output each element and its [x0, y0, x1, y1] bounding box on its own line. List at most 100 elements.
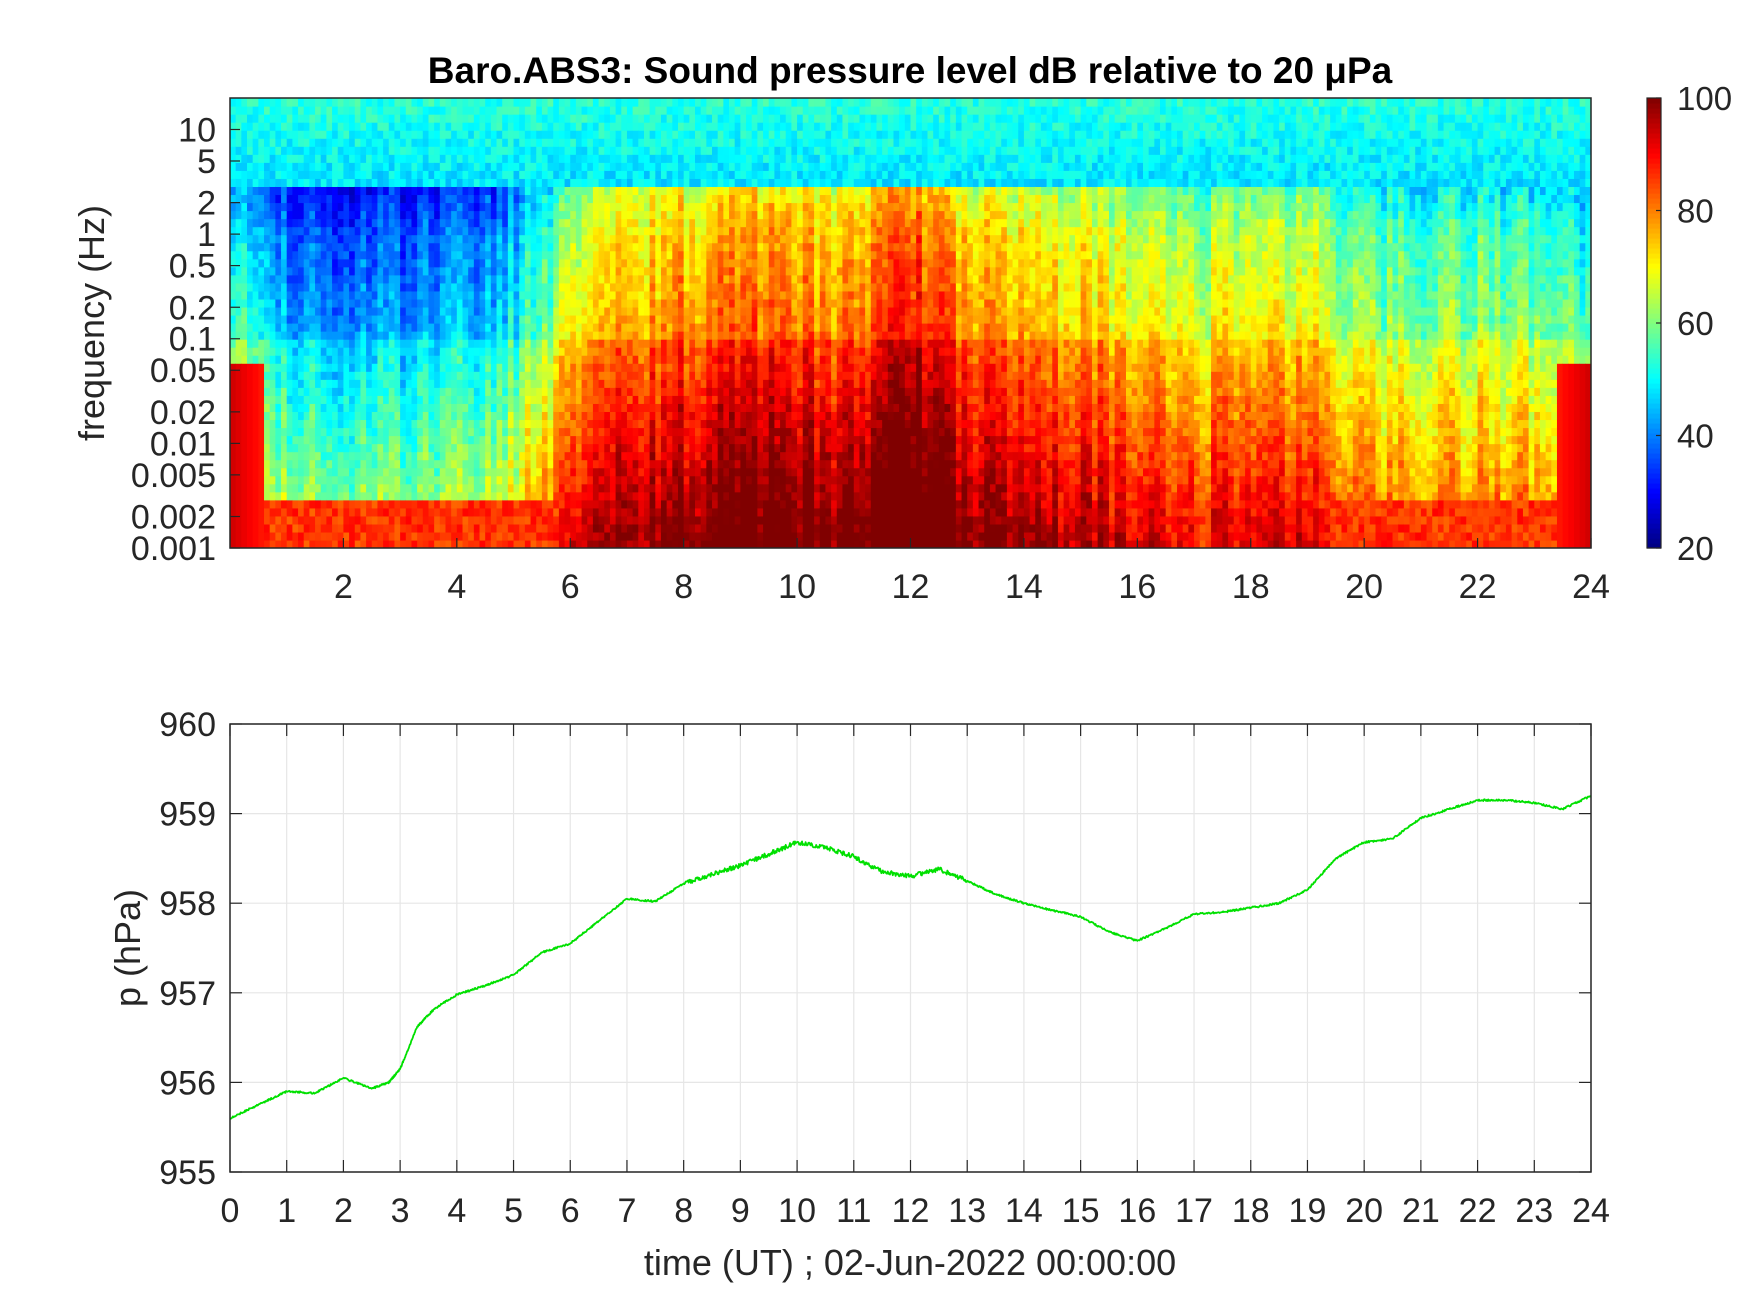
heatmap-cell: [422, 170, 430, 179]
heatmap-cell: [479, 186, 486, 196]
heatmap-cell: [587, 339, 594, 348]
heatmap-cell: [717, 499, 724, 509]
heatmap-cell: [411, 314, 418, 324]
heatmap-cell: [536, 298, 543, 308]
heatmap-cell: [553, 347, 560, 356]
heatmap-cell: [490, 435, 498, 445]
heatmap-cell: [626, 218, 634, 228]
heatmap-cell: [649, 387, 656, 396]
heatmap-cell: [337, 298, 345, 308]
heatmap-cell: [598, 539, 605, 548]
heatmap-cell: [434, 210, 441, 220]
heatmap-cell: [547, 122, 554, 131]
heatmap-cell: [422, 226, 430, 236]
heatmap-cell: [292, 226, 299, 236]
heatmap-cell: [683, 347, 690, 356]
heatmap-cell: [683, 355, 690, 364]
heatmap-cell: [468, 106, 475, 115]
heatmap-cell: [383, 403, 390, 412]
heatmap-cell: [615, 443, 622, 453]
heatmap-cell: [264, 226, 271, 236]
heatmap-cell: [247, 98, 254, 107]
heatmap-cell: [241, 258, 248, 268]
heatmap-cell: [581, 186, 588, 196]
heatmap-cell: [706, 106, 713, 115]
heatmap-cell: [729, 491, 736, 501]
heatmap-cell: [247, 290, 254, 300]
heatmap-cell: [609, 523, 617, 533]
heatmap-cell: [269, 298, 276, 308]
heatmap-cell: [230, 523, 237, 533]
heatmap-cell: [592, 298, 600, 308]
heatmap-cell: [558, 379, 566, 388]
heatmap-cell: [428, 178, 435, 187]
heatmap-cell: [604, 467, 611, 477]
heatmap-cell: [400, 435, 407, 445]
heatmap-cell: [666, 218, 673, 228]
heatmap-cell: [337, 266, 345, 276]
heatmap-cell: [286, 347, 293, 356]
heatmap-cell: [315, 298, 322, 308]
heatmap-cell: [530, 499, 537, 509]
heatmap-cell: [655, 467, 662, 477]
heatmap-cell: [230, 419, 237, 429]
heatmap-cell: [598, 323, 605, 332]
heatmap-cell: [235, 226, 242, 236]
heatmap-cell: [371, 274, 379, 284]
heatmap-cell: [349, 218, 356, 228]
heatmap-cell: [377, 387, 384, 396]
heatmap-cell: [660, 314, 668, 324]
heatmap-cell: [530, 234, 537, 244]
heatmap-cell: [649, 202, 656, 212]
heatmap-cell: [462, 194, 469, 204]
heatmap-cell: [434, 459, 441, 469]
heatmap-cell: [695, 106, 702, 115]
heatmap-cell: [587, 515, 594, 525]
heatmap-cell: [678, 250, 685, 260]
heatmap-cell: [258, 339, 265, 348]
heatmap-cell: [485, 331, 492, 340]
heatmap-cell: [332, 483, 339, 493]
heatmap-cell: [672, 371, 679, 380]
heatmap-cell: [638, 387, 645, 396]
heatmap-cell: [451, 355, 458, 364]
heatmap-cell: [632, 202, 639, 212]
heatmap-cell: [422, 491, 430, 501]
heatmap-cell: [695, 419, 702, 429]
heatmap-cell: [581, 427, 588, 437]
heatmap-cell: [496, 274, 503, 284]
heatmap-cell: [275, 435, 282, 445]
heatmap-cell: [343, 170, 350, 179]
heatmap-cell: [241, 347, 248, 356]
heatmap-cell: [575, 114, 583, 123]
heatmap-cell: [513, 459, 520, 469]
heatmap-cell: [468, 242, 475, 252]
heatmap-cell: [683, 411, 690, 421]
heatmap-cell: [332, 363, 339, 372]
heatmap-cell: [366, 258, 373, 268]
heatmap-cell: [366, 459, 373, 469]
heatmap-cell: [485, 523, 492, 533]
heatmap-cell: [326, 435, 333, 445]
heatmap-cell: [366, 314, 373, 324]
heatmap-cell: [371, 122, 379, 131]
heatmap-cell: [513, 194, 520, 204]
heatmap-cell: [485, 98, 492, 107]
heatmap-cell: [411, 363, 418, 372]
heatmap-cell: [292, 483, 299, 493]
heatmap-cell: [485, 507, 492, 517]
heatmap-cell: [536, 427, 543, 437]
heatmap-cell: [264, 363, 271, 372]
heatmap-cell: [247, 114, 254, 123]
heatmap-cell: [298, 298, 305, 308]
heatmap-cell: [547, 146, 554, 155]
heatmap-cell: [428, 363, 435, 372]
heatmap-cell: [434, 114, 441, 123]
heatmap-cell: [666, 250, 673, 260]
heatmap-cell: [337, 98, 345, 107]
heatmap-cell: [247, 122, 254, 131]
heatmap-cell: [320, 226, 327, 236]
heatmap-cell: [723, 443, 730, 453]
heatmap-cell: [286, 146, 293, 155]
heatmap-cell: [315, 443, 322, 453]
